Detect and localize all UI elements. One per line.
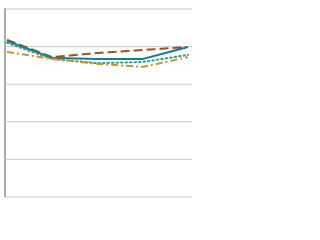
page: {"chart_data": {"type": "line", "categor… [4,8,192,198]
chart [4,8,192,198]
series-line [6,50,189,68]
series-line [6,40,189,61]
series-line [6,41,189,65]
